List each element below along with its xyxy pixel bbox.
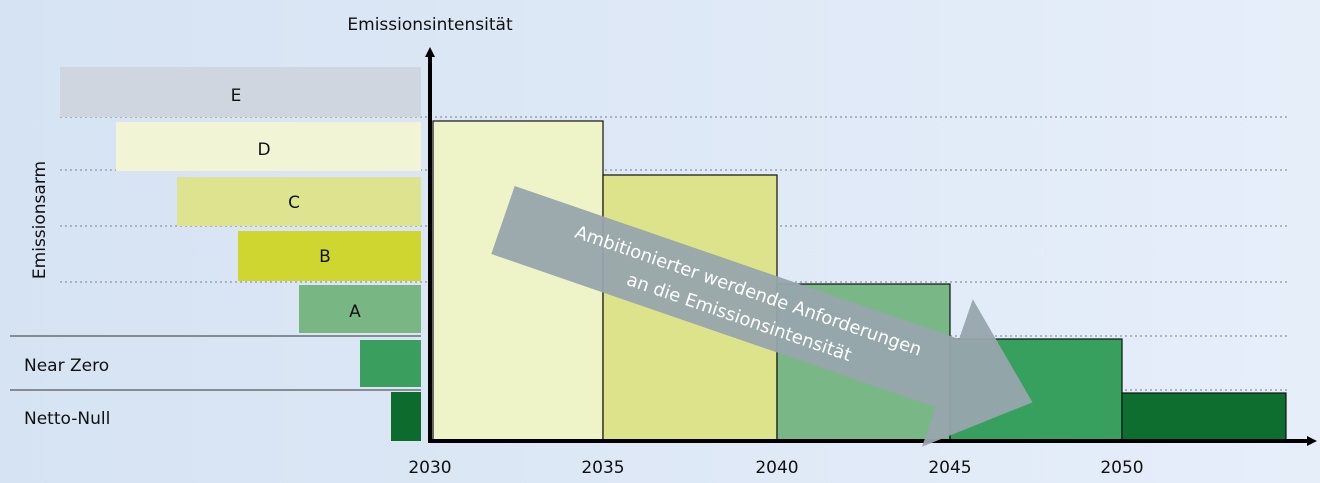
class-label: Netto-Null bbox=[24, 409, 110, 429]
arrow-shape bbox=[491, 185, 1033, 447]
class-label: Near Zero bbox=[24, 356, 109, 376]
class-label: E bbox=[231, 86, 242, 106]
class-label: D bbox=[257, 140, 270, 160]
x-tick-label: 2045 bbox=[928, 458, 971, 478]
bar-c bbox=[177, 177, 421, 226]
bar-e bbox=[60, 67, 421, 117]
bar-near-zero bbox=[360, 340, 421, 387]
bar-netto-null bbox=[391, 392, 421, 441]
bar-d bbox=[116, 122, 421, 171]
class-label: B bbox=[319, 247, 331, 267]
x-tick-label: 2035 bbox=[581, 458, 624, 478]
x-tick-label: 2030 bbox=[408, 458, 451, 478]
x-tick-label: 2050 bbox=[1100, 458, 1143, 478]
class-label: C bbox=[288, 193, 300, 213]
bar-b bbox=[238, 231, 421, 281]
y-axis-label: Emissionsintensität bbox=[347, 15, 513, 35]
side-label: Emissionsarm bbox=[30, 161, 50, 279]
class-label: A bbox=[349, 302, 361, 322]
column bbox=[1121, 392, 1287, 442]
x-tick-label: 2040 bbox=[755, 458, 798, 478]
class-bars bbox=[60, 67, 421, 441]
bar-a bbox=[299, 285, 421, 333]
